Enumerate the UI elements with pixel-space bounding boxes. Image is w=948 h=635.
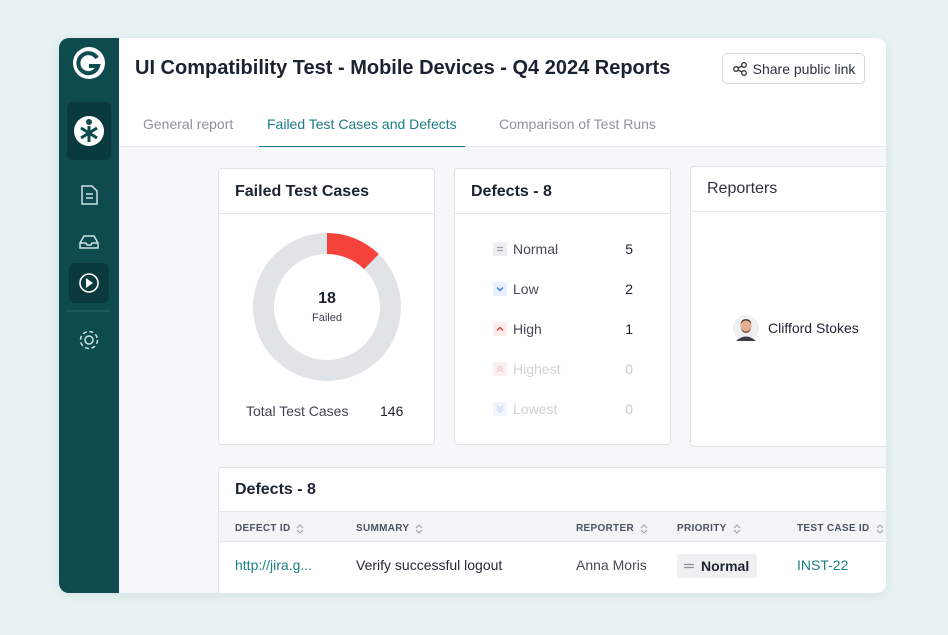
cell-link[interactable]: INST-22 xyxy=(797,557,849,573)
priority-icon xyxy=(493,362,507,376)
priority-count: 0 xyxy=(625,401,633,417)
tab[interactable]: General report xyxy=(143,116,234,132)
sort-icon xyxy=(733,523,741,534)
priority-name: Lowest xyxy=(513,401,558,417)
priority-count: 2 xyxy=(625,281,633,297)
defect-row: Normal 5 xyxy=(493,241,633,257)
priority-count: 5 xyxy=(625,241,633,257)
defects-table: Defects - 8 DEFECT ID SUMMARY REPORTER PRIO… xyxy=(218,467,886,593)
sort-icon xyxy=(876,523,883,534)
defect-row: Low 2 xyxy=(493,281,633,297)
priority-name: Low xyxy=(513,281,539,297)
column-header[interactable]: DEFECT ID xyxy=(235,523,304,534)
sidebar-icons xyxy=(67,47,111,350)
sidebar xyxy=(59,38,119,593)
nav-docs[interactable] xyxy=(81,185,98,205)
table-title: Defects - 8 xyxy=(235,481,316,498)
failed-label: Failed xyxy=(312,312,342,324)
reporters-panel: Reporters Clifford Stokes xyxy=(690,166,886,447)
priority-pill: Normal xyxy=(677,554,758,578)
priority-icon xyxy=(493,402,507,416)
column-header[interactable]: REPORTER xyxy=(576,523,648,534)
column-header[interactable]: TEST CASE ID xyxy=(797,523,884,534)
report-window: UI Compatibility Test - Mobile Devices -… xyxy=(59,38,886,593)
sort-icon xyxy=(640,523,648,534)
sort-icon xyxy=(416,523,423,534)
panel-title: Defects - 8 xyxy=(455,169,670,214)
reporter: Clifford Stokes xyxy=(733,315,859,341)
priority-icon xyxy=(493,322,507,336)
share-icon xyxy=(732,61,747,76)
priority-count: 0 xyxy=(625,361,633,377)
panel-title: Reporters xyxy=(691,167,886,212)
column-label: REPORTER xyxy=(576,523,634,534)
content: Failed Test Cases 18 Failed Total Test C… xyxy=(119,147,886,593)
column-header[interactable]: SUMMARY xyxy=(356,523,423,534)
tabs: General report Failed Test Cases and Defe… xyxy=(119,108,886,148)
total-label: Total Test Cases xyxy=(246,403,349,419)
priority-count: 1 xyxy=(625,321,633,337)
priority-text: Normal xyxy=(701,558,750,574)
priority-name: Normal xyxy=(513,241,559,257)
reporter-name: Clifford Stokes xyxy=(768,320,859,336)
donut-track xyxy=(253,233,401,381)
column-header[interactable]: PRIORITY xyxy=(677,523,741,534)
avatar xyxy=(733,315,759,341)
column-label: TEST CASE ID xyxy=(797,523,870,534)
defect-row: Lowest 0 xyxy=(493,401,633,417)
share-label: Share public link xyxy=(752,60,856,77)
panel-title: Failed Test Cases xyxy=(219,169,434,214)
priority-icon xyxy=(684,563,694,569)
defect-row: Highest 0 xyxy=(493,361,633,377)
priority-icon xyxy=(493,242,507,256)
tab[interactable]: Failed Test Cases and Defects xyxy=(259,116,465,148)
share-button[interactable]: Share public link xyxy=(722,53,865,84)
sort-icon xyxy=(297,523,304,534)
column-label: SUMMARY xyxy=(356,523,410,534)
cell: Verify successful logout xyxy=(356,557,503,573)
column-label: DEFECT ID xyxy=(235,523,291,534)
failed-count: 18 xyxy=(318,290,336,307)
total-value: 146 xyxy=(380,403,404,419)
failed-arc xyxy=(326,233,379,270)
main: UI Compatibility Test - Mobile Devices -… xyxy=(119,38,886,593)
defects-panel: Defects - 8 Normal 5 Low 2 High 1 Highest 0 Lowe… xyxy=(454,168,671,445)
defect-row: High 1 xyxy=(493,321,633,337)
page-title: UI Compatibility Test - Mobile Devices -… xyxy=(135,57,671,79)
column-label: PRIORITY xyxy=(677,523,727,534)
donut: 18 Failed xyxy=(253,233,401,381)
tab[interactable]: Comparison of Test Runs xyxy=(499,116,656,132)
cell-link[interactable]: http://jira.g... xyxy=(235,557,313,573)
nav-settings[interactable] xyxy=(79,330,99,350)
failed-panel: Failed Test Cases 18 Failed Total Test C… xyxy=(218,168,435,445)
priority-name: Highest xyxy=(513,361,561,377)
table-header: DEFECT ID SUMMARY REPORTER PRIORITY TEST CAS… xyxy=(219,511,886,542)
priority-name: High xyxy=(513,321,542,337)
nav-inbox[interactable] xyxy=(79,235,99,249)
cell: Anna Moris xyxy=(576,557,647,573)
priority-icon xyxy=(493,282,507,296)
